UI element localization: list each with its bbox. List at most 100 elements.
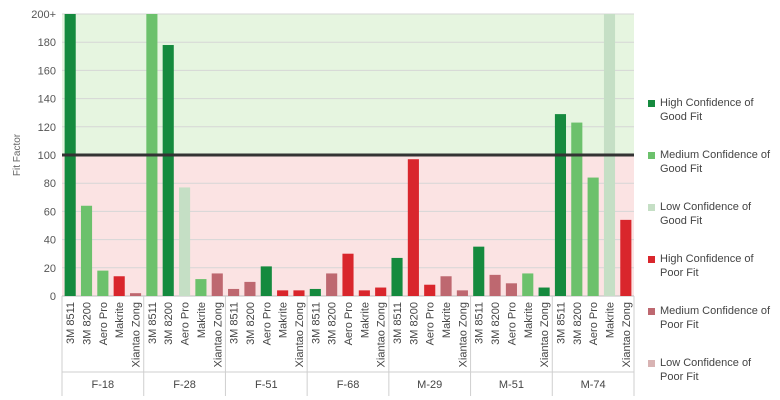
bar-f-51-3m-8511	[228, 288, 240, 296]
y-tick-label: 100	[38, 150, 56, 162]
legend-swatch-med-poor	[648, 308, 655, 315]
bar-f-68-xiantao-zong	[375, 287, 387, 296]
bar-f-68-3m-8511	[309, 288, 321, 296]
legend-label: High Confidence of Poor Fit	[660, 253, 755, 279]
bar-m-29-xiantao-zong	[456, 290, 468, 296]
x-tick-label: 3M 8200	[490, 302, 502, 345]
bar-f-18-3m-8200	[80, 205, 93, 296]
x-tick-label: Makrite	[441, 302, 453, 338]
x-tick-label: 3M 8200	[408, 302, 420, 345]
x-tick-label: Xiantao Zong	[376, 302, 388, 367]
bar-m-29-aero-pro	[424, 284, 436, 296]
x-tick-label: Xiantao Zong	[294, 302, 306, 367]
bar-f-18-aero-pro	[97, 270, 109, 296]
bar-m-51-3m-8511	[473, 246, 485, 296]
legend-label: Medium Confidence of Poor Fit	[660, 305, 771, 331]
y-tick-label: 140	[38, 94, 56, 106]
bar-f-28-makrite	[195, 279, 207, 296]
y-axis-title: Fit Factor	[12, 133, 23, 176]
x-tick-label: 3M 8200	[163, 302, 175, 345]
group-label: F-51	[255, 379, 278, 391]
group-label: F-18	[92, 379, 115, 391]
x-tick-label: Aero Pro	[261, 302, 273, 345]
x-tick-label: 3M 8511	[65, 302, 77, 344]
bar-m-51-aero-pro	[505, 283, 517, 296]
x-tick-label: 3M 8511	[392, 302, 404, 344]
bar-m-74-3m-8200	[571, 122, 583, 296]
x-tick-label: Aero Pro	[180, 302, 192, 345]
group-label: F-68	[337, 379, 360, 391]
bar-m-74-3m-8511	[554, 114, 567, 296]
x-tick-label: Makrite	[114, 302, 126, 338]
bar-f-18-makrite	[113, 276, 125, 296]
y-tick-label: 160	[38, 65, 56, 77]
x-tick-label: 3M 8511	[474, 302, 486, 344]
legend: High Confidence of Good Fit Medium Confide…	[648, 97, 771, 383]
x-tick-label: 3M 8511	[310, 302, 322, 344]
bar-m-51-3m-8200	[489, 274, 501, 296]
legend-label: Low Confidence of Good Fit	[660, 201, 752, 227]
x-tick-label: Xiantao Zong	[457, 302, 469, 367]
bar-f-28-3m-8200	[162, 45, 174, 296]
x-axis: 3M 8511 3M 8200 Aero Pro Makrite Xiantao Zon…	[61, 296, 635, 396]
x-tick-label: Aero Pro	[343, 302, 355, 345]
y-tick-label: 120	[38, 122, 56, 134]
x-tick-label: Makrite	[196, 302, 208, 338]
x-tick-label: 3M 8200	[82, 302, 94, 345]
x-tick-label: Aero Pro	[588, 302, 600, 345]
group-label: M-74	[581, 379, 606, 391]
x-tick-label: Makrite	[523, 302, 535, 338]
legend-swatch-high-poor	[648, 256, 655, 263]
x-tick-label: Xiantao Zong	[539, 302, 551, 367]
bar-f-28-xiantao-zong	[211, 273, 223, 296]
bar-m-29-3m-8511	[391, 257, 403, 296]
y-tick-label: 20	[44, 263, 56, 275]
legend-swatch-high-good	[648, 100, 655, 107]
y-tick-label: 40	[44, 235, 56, 247]
bar-f-51-makrite	[277, 290, 289, 296]
bar-m-29-makrite	[440, 276, 452, 296]
x-tick-label: Xiantao Zong	[212, 302, 224, 367]
bar-f-68-3m-8200	[326, 273, 338, 296]
bar-m-29-3m-8200	[407, 159, 419, 296]
group-label: M-29	[417, 379, 442, 391]
legend-label: Medium Confidence of Good Fit	[660, 149, 771, 175]
group-label: M-51	[499, 379, 524, 391]
x-tick-label: 3M 8200	[572, 302, 584, 345]
bar-m-74-aero-pro	[587, 177, 599, 296]
y-tick-label: 200+	[31, 9, 56, 21]
bar-f-18-xiantao-zong	[129, 293, 142, 296]
y-tick-label: 60	[44, 206, 56, 218]
y-tick-label: 180	[38, 37, 56, 49]
group-label: F-28	[173, 379, 196, 391]
x-tick-label: 3M 8200	[327, 302, 339, 345]
x-tick-label: Aero Pro	[425, 302, 437, 345]
bar-f-51-aero-pro	[260, 266, 272, 296]
legend-swatch-low-poor	[648, 360, 655, 367]
bar-f-51-xiantao-zong	[293, 290, 305, 296]
x-tick-label: 3M 8511	[555, 302, 567, 344]
bar-f-68-makrite	[358, 290, 370, 296]
x-tick-label: 3M 8511	[147, 302, 159, 344]
x-tick-label: Makrite	[359, 302, 371, 338]
legend-swatch-med-good	[648, 152, 655, 159]
x-tick-label: 3M 8511	[229, 302, 241, 344]
legend-label: High Confidence of Good Fit	[660, 97, 755, 123]
bar-f-68-aero-pro	[342, 253, 354, 296]
bar-f-51-3m-8200	[244, 281, 256, 296]
legend-swatch-low-good	[648, 204, 655, 211]
y-axis-ticks: 0 20 40 60 80 100 120 140 160 180 200+	[31, 9, 56, 303]
x-tick-label: Xiantao Zong	[131, 302, 143, 367]
bar-m-51-xiantao-zong	[538, 287, 550, 296]
legend-label: Low Confidence of Poor Fit	[660, 357, 752, 383]
x-tick-label: Xiantao Zong	[621, 302, 633, 367]
x-tick-label: Aero Pro	[98, 302, 110, 345]
x-tick-label: Makrite	[604, 302, 616, 338]
y-tick-label: 80	[44, 178, 56, 190]
bar-f-28-aero-pro	[179, 187, 191, 296]
x-tick-label: Aero Pro	[506, 302, 518, 345]
bar-m-74-xiantao-zong	[620, 219, 632, 296]
bar-m-51-makrite	[522, 273, 534, 296]
